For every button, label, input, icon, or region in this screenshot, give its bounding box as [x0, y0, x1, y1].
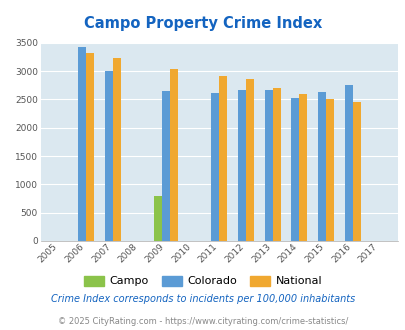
- Bar: [325, 99, 333, 241]
- Text: Crime Index corresponds to incidents per 100,000 inhabitants: Crime Index corresponds to incidents per…: [51, 294, 354, 304]
- Bar: [317, 92, 325, 241]
- Bar: [153, 196, 162, 241]
- Bar: [112, 58, 120, 241]
- Bar: [170, 69, 177, 241]
- Bar: [298, 94, 307, 241]
- Bar: [78, 47, 86, 241]
- Bar: [104, 71, 112, 241]
- Bar: [344, 85, 352, 241]
- Bar: [86, 52, 94, 241]
- Legend: Campo, Colorado, National: Campo, Colorado, National: [79, 271, 326, 291]
- Text: © 2025 CityRating.com - https://www.cityrating.com/crime-statistics/: © 2025 CityRating.com - https://www.city…: [58, 317, 347, 326]
- Text: Campo Property Crime Index: Campo Property Crime Index: [84, 16, 321, 31]
- Bar: [264, 90, 272, 241]
- Bar: [352, 102, 360, 241]
- Bar: [272, 87, 280, 241]
- Bar: [219, 76, 227, 241]
- Bar: [237, 90, 245, 241]
- Bar: [245, 79, 253, 241]
- Bar: [290, 98, 298, 241]
- Bar: [211, 93, 219, 241]
- Bar: [162, 91, 170, 241]
